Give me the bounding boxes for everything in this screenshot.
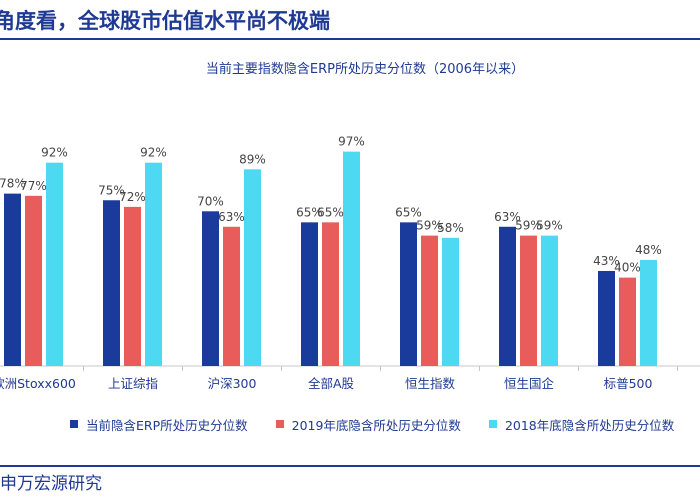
category-label: 恒生指数 [405,376,456,391]
plot-area: 欧洲Stoxx600 78%77% 92% 上证综指 75%72% 92% 沪深300 70%… [0,135,700,391]
category-label: 标普500 [604,376,653,391]
legend-label-2018: 2018年底隐含所处历史分位数 [504,417,675,433]
chart-title: 当前主要指数隐含ERP所处历史分位数（2006年以来） [205,62,525,77]
bar-series-2 [124,206,141,366]
bar-series-3 [244,169,261,366]
bar-chart: 欧洲Stoxx600 78%77% 92% 上证综指 75%72% 92% 沪深300 70%… [0,135,700,391]
footer-divider [0,465,700,467]
legend-item-current: 当前隐含ERP所处历史分位数 [70,415,248,434]
data-label: 65% [296,205,323,219]
data-label: 43% [593,254,620,268]
data-label: 78% [0,177,26,191]
category-label: 全部A股 [308,376,355,391]
source-label: 申万宏源研究 [0,474,102,494]
bar-series-1 [598,270,615,366]
data-label: 65% [395,205,422,219]
legend-label-current: 当前隐含ERP所处历史分位数 [86,417,248,433]
headline-divider [0,38,700,40]
category-label: 上证综指 [108,376,158,391]
data-label: 92% [41,146,68,160]
bar-series-1 [301,222,318,366]
bar-series-2 [223,226,240,366]
legend-swatch-2018 [488,420,497,428]
data-label: 92% [140,146,167,160]
bar-series-2 [421,235,438,366]
legend-swatch-current [70,420,78,428]
bar-series-3 [442,237,459,366]
data-label: 89% [239,152,266,166]
legend-item-2018: 2018年底隐含所处历史分位数 [488,415,675,434]
bar-series-3 [640,259,657,366]
data-label: 75% [98,183,125,197]
data-label: 59% [515,219,542,233]
category-label: 欧洲Stoxx600 [0,376,76,391]
category-label: 恒生国企 [504,376,555,391]
data-label: 72% [119,190,146,204]
bar-series-1 [400,222,417,366]
data-label: 65% [317,205,344,219]
legend-label-2019: 2019年底隐含所处历史分位数 [291,417,461,433]
bar-series-3 [343,151,360,366]
bar-series-3 [46,162,63,366]
bar-series-3 [145,162,162,366]
chart-legend: 当前隐含ERP所处历史分位数 2019年底隐含所处历史分位数 2018年底隐含所… [70,414,700,434]
data-label: 63% [218,210,245,224]
data-label: 48% [635,243,662,257]
legend-swatch-2019 [275,420,284,428]
bar-series-2 [520,235,537,366]
bar-series-1 [202,211,219,366]
data-label: 59% [536,219,563,233]
bar-series-1 [103,200,120,366]
bar-series-2 [25,195,42,366]
data-label: 97% [338,135,365,149]
bar-series-1 [499,226,516,366]
data-label: 70% [197,194,224,208]
bar-series-2 [322,222,339,366]
bar-series-2 [619,277,636,366]
data-label: 58% [437,221,464,235]
headline-bar: 角度看，全球股市估值水平尚不极端 [0,2,700,40]
bar-series-3 [541,235,558,366]
data-label: 63% [494,210,521,224]
category-label: 沪深300 [208,376,257,391]
bar-series-1 [4,193,21,366]
data-label: 77% [20,179,47,193]
footer-bar: 申万宏源研究 [0,465,700,500]
data-label: 40% [614,261,641,275]
data-label: 59% [416,219,443,233]
legend-item-2019: 2019年底隐含所处历史分位数 [275,415,461,434]
headline-title: 角度看，全球股市估值水平尚不极端 [0,9,330,33]
